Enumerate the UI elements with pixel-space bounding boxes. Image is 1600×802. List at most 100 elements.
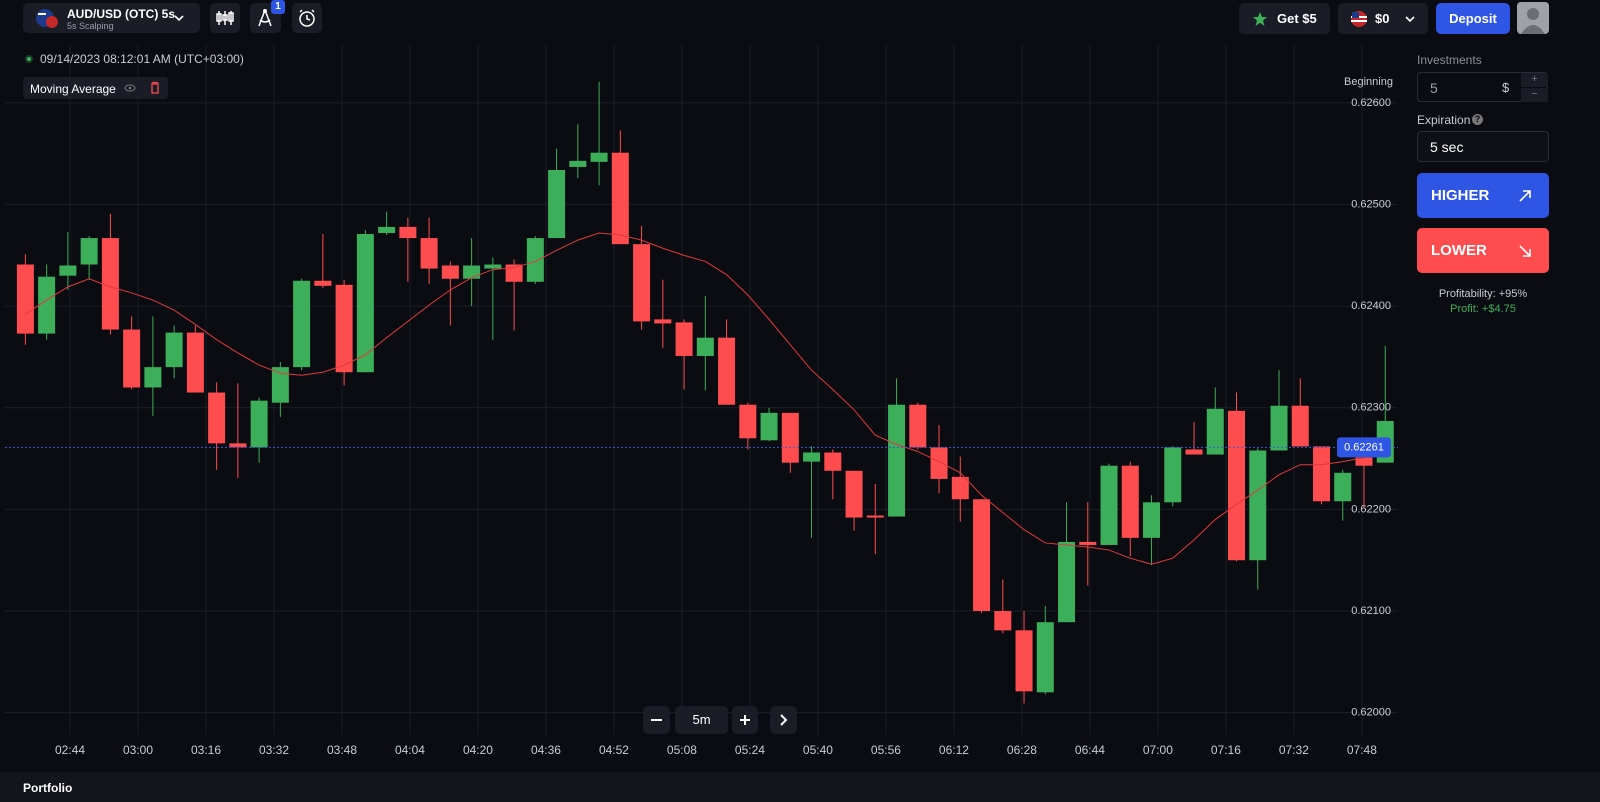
amount-input[interactable]: 5 $ + −	[1417, 72, 1548, 102]
time: 08:12:01 AM	[103, 52, 171, 66]
candle-body	[866, 515, 884, 518]
candle-body	[548, 169, 566, 239]
help-icon[interactable]: ?	[1472, 114, 1483, 125]
investments-label: Investments	[1417, 53, 1482, 67]
timezone: (UTC+03:00)	[174, 52, 244, 66]
candle-body	[80, 238, 98, 265]
higher-label: HIGHER	[1431, 187, 1490, 204]
decrease[interactable]: −	[1521, 88, 1548, 102]
candle-body	[250, 400, 268, 448]
expiration-label: Expiration	[1417, 113, 1471, 127]
x-tick-label: 07:00	[1143, 743, 1173, 757]
candle-body	[1079, 541, 1097, 545]
candle-body	[38, 276, 56, 334]
candle-body	[973, 499, 991, 612]
deposit-button[interactable]: Deposit	[1436, 3, 1510, 34]
candle-body	[994, 611, 1012, 631]
x-tick-label: 05:40	[803, 743, 833, 757]
candle-body	[101, 238, 119, 330]
candle-body	[16, 264, 34, 334]
zoom-in[interactable]	[732, 706, 758, 734]
arrow-down-icon	[1519, 245, 1531, 257]
higher-button[interactable]: HIGHER	[1417, 173, 1549, 218]
candle-body	[569, 160, 587, 167]
candle-body	[1313, 446, 1331, 502]
candle-body	[59, 265, 77, 276]
date: 09/14/2023	[40, 52, 101, 66]
candle-body	[484, 264, 502, 269]
candle-body	[590, 152, 608, 162]
increase[interactable]: +	[1521, 73, 1548, 87]
scroll-right[interactable]	[770, 706, 797, 734]
candle-body	[760, 412, 778, 441]
bonus-button[interactable]: Get $5	[1239, 3, 1330, 34]
eye-icon[interactable]	[123, 82, 137, 94]
expiration-input[interactable]: 5 sec	[1417, 131, 1549, 162]
candle-body	[186, 332, 204, 393]
avatar[interactable]	[1517, 2, 1549, 34]
price-label: 0.62261	[1344, 441, 1384, 453]
candle-body	[123, 329, 141, 388]
portfolio-label[interactable]: Portfolio	[23, 781, 73, 795]
y-tick-label: 0.62100	[1351, 605, 1391, 617]
candle-body	[463, 265, 481, 279]
candle-body	[1100, 465, 1118, 545]
x-tick-label: 06:44	[1075, 743, 1105, 757]
portfolio-bar: Portfolio	[0, 772, 1600, 802]
zoom-out[interactable]	[643, 706, 670, 734]
x-tick-label: 03:16	[191, 743, 221, 757]
flag-icon	[36, 9, 58, 28]
lower-button[interactable]: LOWER	[1417, 228, 1549, 273]
candle-body	[505, 264, 523, 282]
chevron	[1405, 16, 1415, 23]
alerts-button[interactable]	[292, 3, 322, 33]
plus-icon	[740, 715, 750, 725]
candle-body	[144, 367, 162, 388]
x-tick-label: 04:04	[395, 743, 425, 757]
candle-body	[909, 404, 927, 448]
candle-body	[633, 244, 651, 322]
chevron	[174, 15, 184, 22]
badge: 1	[271, 0, 285, 14]
y-tick-label: 0.62500	[1351, 198, 1391, 210]
candle-body	[1249, 450, 1267, 561]
y-tick-label: 0.62300	[1351, 402, 1391, 414]
candle-body	[654, 319, 672, 324]
candle-body	[526, 238, 544, 282]
x-tick-label: 02:44	[55, 743, 85, 757]
candle-body	[1164, 447, 1182, 503]
x-tick-label: 07:32	[1279, 743, 1309, 757]
trash-icon[interactable]	[149, 81, 161, 95]
candle-body	[208, 392, 226, 444]
chart-note: Beginning	[1344, 76, 1393, 88]
asset-selector[interactable]: AUD/USD (OTC) 5s 5s Scalping	[23, 3, 200, 33]
x-tick-label: 07:16	[1211, 743, 1241, 757]
x-tick-label: 04:20	[463, 743, 493, 757]
account-selector[interactable]: $0	[1338, 3, 1428, 34]
indicator-chip: Moving Average	[23, 77, 168, 99]
x-tick-label: 06:28	[1007, 743, 1037, 757]
candle-body	[399, 226, 417, 239]
arrow-up-icon	[1519, 190, 1531, 202]
candle-body	[611, 152, 629, 245]
timeframe[interactable]: 5m	[675, 706, 728, 734]
y-tick-label: 0.62000	[1351, 707, 1391, 719]
candle-body	[293, 280, 311, 368]
x-tick-label: 04:36	[531, 743, 561, 757]
x-tick-label: 04:52	[599, 743, 629, 757]
chart-type-button[interactable]	[210, 3, 240, 33]
minus-icon	[651, 719, 662, 721]
candle-body	[165, 332, 183, 368]
x-tick-label: 07:48	[1347, 743, 1377, 757]
x-tick-label: 03:00	[123, 743, 153, 757]
star-icon	[1253, 12, 1267, 26]
alarm-icon	[299, 9, 315, 27]
candle-body	[675, 322, 693, 356]
candle-body	[930, 447, 948, 479]
indicator-name: Moving Average	[30, 82, 116, 96]
candle-body	[1228, 410, 1246, 561]
candle-body	[888, 404, 906, 517]
price-tag	[1337, 437, 1391, 458]
candle-body	[951, 476, 969, 500]
